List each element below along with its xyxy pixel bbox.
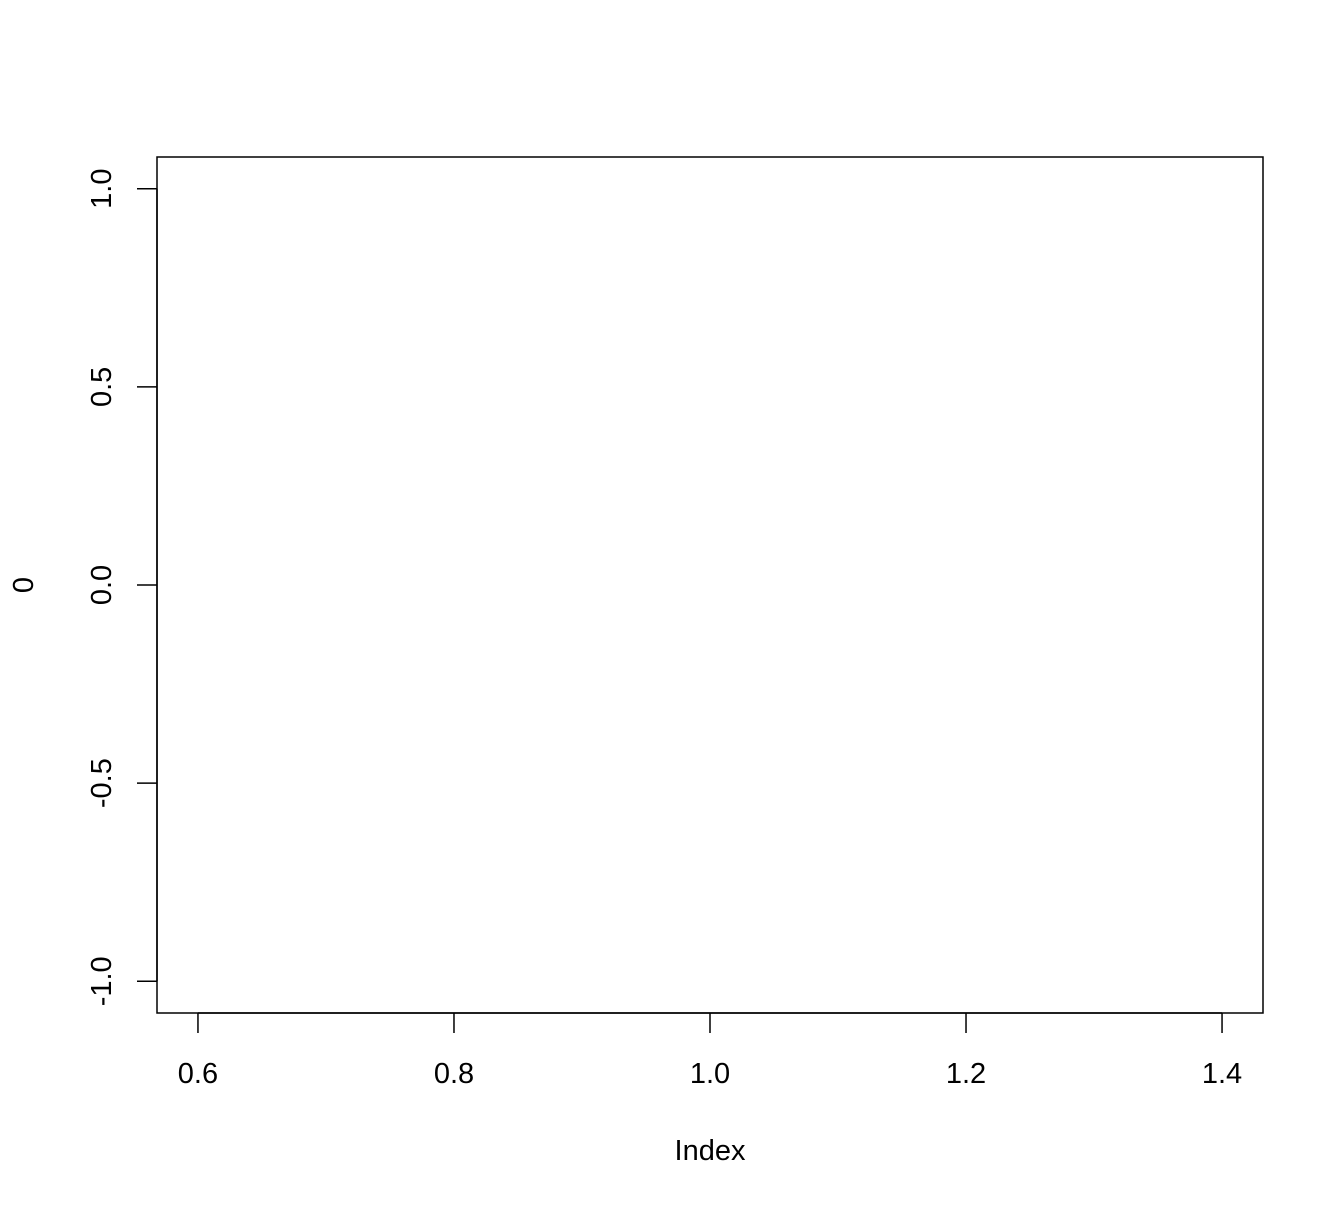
y-tick-label: -0.5 bbox=[86, 758, 118, 808]
y-tick-label: -1.0 bbox=[86, 956, 118, 1006]
plot-frame bbox=[156, 156, 1264, 1014]
y-tick-label: 1.0 bbox=[86, 169, 118, 209]
x-axis-label: Index bbox=[675, 1135, 746, 1167]
x-axis: 0.6 0.8 1.0 1.2 1.4 bbox=[178, 1012, 1242, 1090]
x-tick-label: 1.0 bbox=[690, 1058, 730, 1090]
x-tick-label: 0.8 bbox=[434, 1058, 474, 1090]
y-tick-label: 0.0 bbox=[86, 565, 118, 605]
y-axis: -1.0 -0.5 0.0 0.5 1.0 bbox=[86, 169, 158, 1006]
y-axis-label: 0 bbox=[8, 577, 40, 593]
x-tick-label: 1.4 bbox=[1202, 1058, 1242, 1090]
y-tick-label: 0.5 bbox=[86, 367, 118, 407]
x-tick-label: 1.2 bbox=[946, 1058, 986, 1090]
x-tick-label: 0.6 bbox=[178, 1058, 218, 1090]
